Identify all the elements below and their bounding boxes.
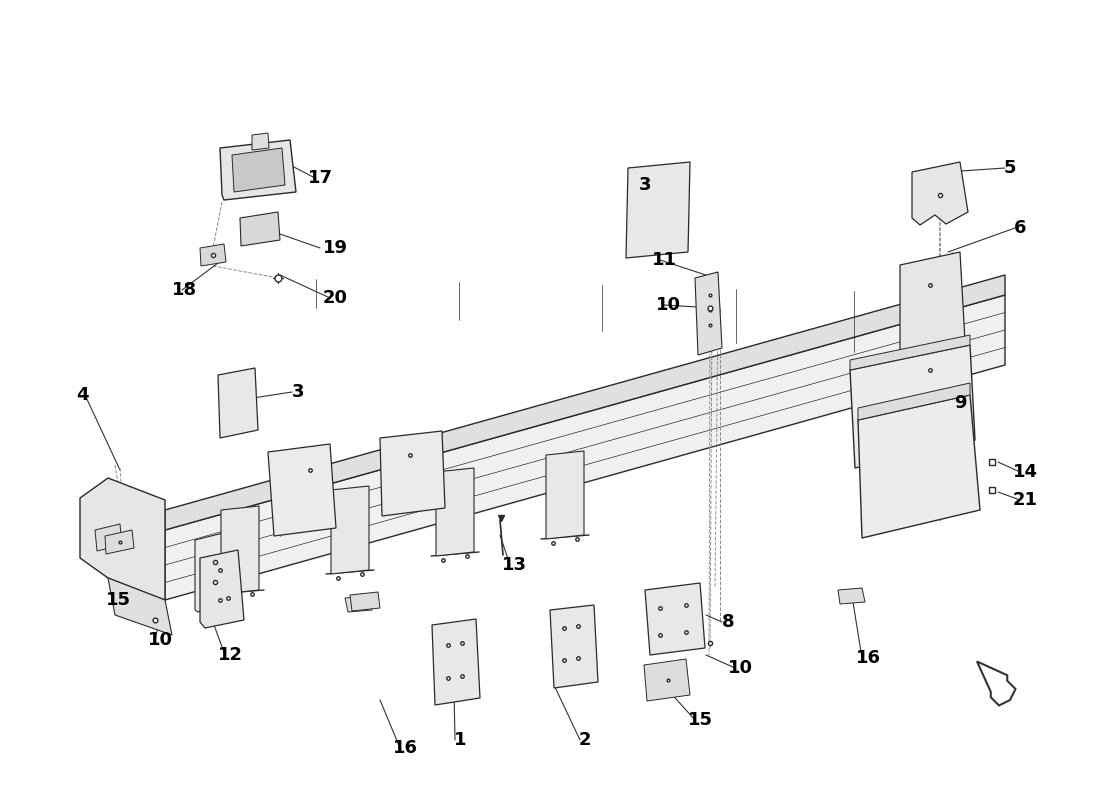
Text: 3: 3 (639, 176, 651, 194)
Polygon shape (218, 368, 258, 438)
Polygon shape (850, 335, 970, 370)
Polygon shape (644, 659, 690, 701)
Polygon shape (80, 478, 165, 600)
Text: 19: 19 (322, 239, 348, 257)
Text: 10: 10 (147, 631, 173, 649)
Polygon shape (165, 295, 1005, 600)
Polygon shape (268, 444, 336, 536)
Polygon shape (220, 140, 296, 200)
Polygon shape (195, 530, 235, 612)
Polygon shape (221, 506, 258, 594)
Text: 10: 10 (727, 659, 752, 677)
Text: 15: 15 (106, 591, 131, 609)
Text: 3: 3 (292, 383, 305, 401)
Text: 9: 9 (954, 394, 966, 412)
Polygon shape (432, 619, 480, 705)
Text: 13: 13 (502, 556, 527, 574)
Text: 21: 21 (1012, 491, 1037, 509)
Polygon shape (108, 578, 172, 635)
Polygon shape (912, 162, 968, 225)
Text: 1: 1 (453, 731, 466, 749)
Text: 17: 17 (308, 169, 332, 187)
Polygon shape (200, 550, 244, 628)
Polygon shape (858, 383, 970, 420)
Text: 4: 4 (76, 386, 88, 404)
Polygon shape (350, 592, 380, 611)
Polygon shape (436, 468, 474, 556)
Text: 10: 10 (656, 296, 681, 314)
Text: 8: 8 (722, 613, 735, 631)
Polygon shape (858, 395, 980, 538)
Polygon shape (900, 252, 968, 410)
Polygon shape (331, 486, 368, 574)
Polygon shape (165, 275, 1005, 530)
Polygon shape (379, 431, 446, 516)
Polygon shape (977, 662, 1015, 706)
Polygon shape (240, 212, 280, 246)
Polygon shape (232, 148, 285, 192)
Text: 16: 16 (393, 739, 418, 757)
Polygon shape (626, 162, 690, 258)
Text: 6: 6 (1014, 219, 1026, 237)
Text: 5: 5 (1003, 159, 1016, 177)
Polygon shape (252, 133, 270, 150)
Polygon shape (550, 605, 598, 688)
Text: 20: 20 (322, 289, 348, 307)
Polygon shape (546, 451, 584, 539)
Text: 12: 12 (218, 646, 242, 664)
Text: 11: 11 (651, 251, 676, 269)
Polygon shape (200, 244, 225, 266)
Polygon shape (645, 583, 705, 655)
Text: 14: 14 (1012, 463, 1037, 481)
Text: 16: 16 (856, 649, 880, 667)
Polygon shape (104, 530, 134, 554)
Text: 15: 15 (688, 711, 713, 729)
Polygon shape (695, 272, 722, 355)
Polygon shape (345, 596, 372, 612)
Polygon shape (95, 524, 122, 551)
Text: 18: 18 (173, 281, 198, 299)
Polygon shape (838, 588, 865, 604)
Polygon shape (850, 345, 975, 468)
Text: 2: 2 (579, 731, 592, 749)
